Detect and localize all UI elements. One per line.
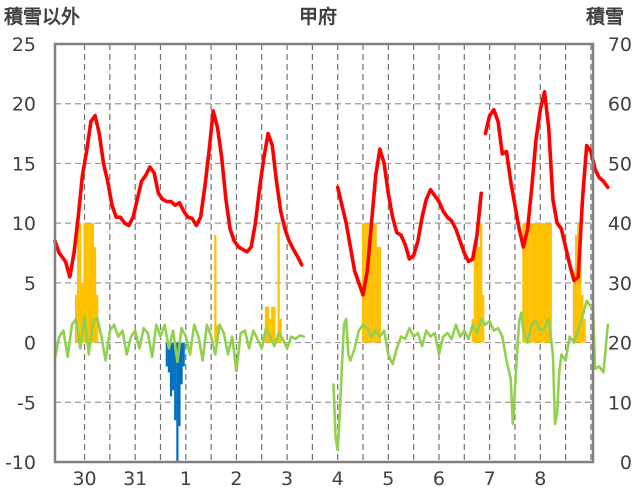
precipitation-bar xyxy=(279,318,282,343)
negative-change-bar xyxy=(172,342,175,391)
left-tick-label: 0 xyxy=(24,333,36,355)
right-tick-label: 40 xyxy=(608,213,632,235)
precipitation-bar xyxy=(575,235,578,343)
negative-change-bars xyxy=(165,342,185,462)
precipitation-bar xyxy=(475,223,479,343)
precipitation-bar xyxy=(526,223,529,343)
precipitation-bar xyxy=(269,318,272,343)
precipitation-bar xyxy=(572,270,576,343)
temperature-line xyxy=(53,109,304,279)
right-tick-label: 60 xyxy=(608,94,632,116)
precipitation-bar xyxy=(93,247,97,343)
precipitation-bar xyxy=(543,223,546,343)
precipitation-bar xyxy=(366,223,369,343)
precipitation-bar xyxy=(214,235,217,343)
precipitation-bar xyxy=(477,247,481,343)
precipitation-bar xyxy=(522,223,525,343)
temperature-line xyxy=(483,90,610,283)
precipitation-bar xyxy=(77,223,80,343)
precipitation-bar xyxy=(85,223,88,343)
right-tick-label: 10 xyxy=(608,392,632,414)
precipitation-bar xyxy=(524,223,527,343)
left-axis-title: 積雪以外 xyxy=(4,5,80,28)
plot-area-frame xyxy=(53,42,595,464)
x-tick-label: 4 xyxy=(332,468,344,490)
precipitation-bar xyxy=(372,223,375,343)
precipitation-bar xyxy=(473,247,476,343)
precipitation-bar xyxy=(541,223,544,343)
x-tick-label: 5 xyxy=(382,468,394,490)
negative-change-bar xyxy=(182,342,185,367)
right-tick-label: 20 xyxy=(608,333,632,355)
precipitation-bar xyxy=(480,223,483,343)
x-tick-label: 2 xyxy=(230,468,242,490)
temperature-change-line xyxy=(332,299,610,452)
x-tick-label: 6 xyxy=(433,468,445,490)
precipitation-bar xyxy=(537,223,540,343)
right-tick-label: 0 xyxy=(620,452,632,474)
precipitation-bar xyxy=(376,247,379,343)
x-tick-label: 31 xyxy=(123,468,147,490)
precipitation-bar xyxy=(81,282,84,343)
negative-change-bar xyxy=(180,342,183,385)
x-tick-label: 7 xyxy=(484,468,496,490)
chart-title: 甲府 xyxy=(299,5,337,28)
precipitation-bar xyxy=(577,223,580,343)
temperature-line xyxy=(335,147,483,297)
precipitation-bar xyxy=(83,223,86,343)
precipitation-bar xyxy=(87,223,90,343)
left-tick-label: 5 xyxy=(24,273,36,295)
left-tick-label: 10 xyxy=(12,213,36,235)
precipitation-bar xyxy=(583,318,586,343)
precipitation-bar xyxy=(539,223,542,343)
precipitation-bar xyxy=(361,223,365,343)
temperature-change-line xyxy=(53,315,306,373)
precipitation-bar xyxy=(579,235,582,343)
precipitation-bar xyxy=(273,306,276,343)
precipitation-bar xyxy=(266,306,270,343)
negative-change-bar xyxy=(165,342,168,367)
precipitation-bar xyxy=(471,318,474,343)
precipitation-bar xyxy=(534,223,538,343)
left-tick-label: 20 xyxy=(12,94,36,116)
negative-change-bar xyxy=(169,342,173,397)
negative-change-bar xyxy=(174,342,177,421)
series-lines xyxy=(53,90,610,452)
precipitation-bar xyxy=(545,223,548,343)
precipitation-bar xyxy=(89,223,92,343)
precipitation-bar xyxy=(378,247,382,343)
x-tick-label: 30 xyxy=(72,468,96,490)
precipitation-bar xyxy=(530,223,533,343)
left-tick-label: 15 xyxy=(12,153,36,175)
precipitation-bar xyxy=(264,306,268,343)
precipitation-bar xyxy=(374,223,377,343)
precipitation-bar xyxy=(271,306,274,343)
left-tick-label: -10 xyxy=(5,452,36,474)
right-tick-label: 70 xyxy=(608,34,632,56)
precipitation-bar xyxy=(370,223,373,343)
precipitation-bar xyxy=(79,223,82,343)
right-tick-label: 30 xyxy=(608,273,632,295)
negative-change-bar xyxy=(176,342,179,462)
precipitation-bar xyxy=(532,223,536,343)
right-tick-label: 50 xyxy=(608,153,632,175)
x-tick-label: 1 xyxy=(180,468,192,490)
left-tick-label: -5 xyxy=(17,392,36,414)
left-tick-label: 25 xyxy=(12,34,36,56)
precipitation-bar xyxy=(368,223,371,343)
x-tick-label: 8 xyxy=(534,468,546,490)
precipitation-bar xyxy=(547,223,550,343)
precipitation-bar xyxy=(528,223,531,343)
negative-change-bar xyxy=(167,342,171,373)
precipitation-bar xyxy=(91,223,95,343)
x-tick-label: 3 xyxy=(281,468,293,490)
right-axis-title: 積雪 xyxy=(586,5,624,28)
precipitation-bar xyxy=(549,223,552,343)
negative-change-bar xyxy=(178,342,181,427)
precipitation-bar xyxy=(482,294,485,343)
precipitation-bar xyxy=(277,223,280,343)
